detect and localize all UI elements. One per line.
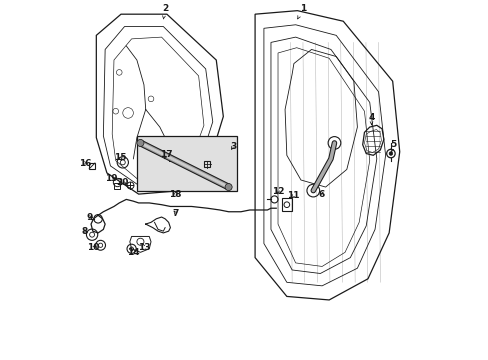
Text: 7: 7 xyxy=(172,209,179,218)
Text: 16: 16 xyxy=(79,158,91,167)
Text: 5: 5 xyxy=(390,140,396,152)
Text: 11: 11 xyxy=(286,192,299,201)
Circle shape xyxy=(306,184,319,197)
Text: 8: 8 xyxy=(82,227,88,236)
Text: 12: 12 xyxy=(271,187,284,196)
Text: 9: 9 xyxy=(86,212,93,221)
Text: 3: 3 xyxy=(230,142,236,151)
Text: 10: 10 xyxy=(87,243,100,252)
Text: 13: 13 xyxy=(138,243,150,252)
Text: 20: 20 xyxy=(116,178,129,187)
Bar xyxy=(282,198,291,211)
Bar xyxy=(137,136,237,190)
Text: 19: 19 xyxy=(104,174,117,183)
Circle shape xyxy=(388,152,392,155)
Circle shape xyxy=(224,184,232,190)
Circle shape xyxy=(327,136,340,149)
Text: 14: 14 xyxy=(127,248,140,257)
Text: 17: 17 xyxy=(160,150,172,159)
Text: 4: 4 xyxy=(367,113,374,125)
Text: 2: 2 xyxy=(162,4,168,19)
Circle shape xyxy=(137,139,143,147)
Text: 15: 15 xyxy=(114,153,126,162)
Text: 1: 1 xyxy=(297,4,305,19)
Text: 18: 18 xyxy=(169,190,182,199)
Text: 6: 6 xyxy=(318,190,325,199)
